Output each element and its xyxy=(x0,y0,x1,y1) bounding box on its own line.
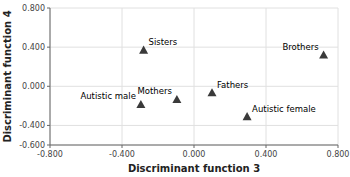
point xyxy=(243,112,252,120)
point xyxy=(136,100,145,108)
point xyxy=(319,50,328,58)
point xyxy=(208,88,217,96)
grid xyxy=(50,8,338,145)
tick-label: -0.400 xyxy=(109,150,135,159)
point-label: Sisters xyxy=(149,37,178,47)
tick-label: 0.000 xyxy=(22,82,45,91)
grid-line xyxy=(50,125,338,126)
point-label: Autistic male xyxy=(80,91,135,101)
y-axis-line xyxy=(50,8,51,145)
tick-label: 0.000 xyxy=(183,150,206,159)
tick-label: 0.400 xyxy=(255,150,278,159)
grid-line xyxy=(194,8,195,145)
grid-line xyxy=(50,145,338,146)
point-label: Fathers xyxy=(217,80,249,90)
grid-line xyxy=(50,8,51,145)
point-labels: Sisters Brothers Autistic maleMothers Fathe… xyxy=(80,37,319,114)
point xyxy=(172,95,181,103)
tick-label: -0.400 xyxy=(19,121,45,130)
tick-label: -0.600 xyxy=(19,141,45,150)
grid-line xyxy=(50,86,338,87)
tick-label: 0.400 xyxy=(22,43,45,52)
grid-line xyxy=(122,8,123,145)
grid-line xyxy=(266,8,267,145)
tick-label: 0.800 xyxy=(327,150,350,159)
grid-line xyxy=(50,8,338,9)
points xyxy=(136,46,328,121)
point xyxy=(139,46,148,54)
x-axis-line xyxy=(50,145,338,146)
y-axis-title: Discriminant function 4 xyxy=(2,10,13,142)
tick-label: 0.800 xyxy=(22,4,45,13)
x-axis-title: Discriminant function 3 xyxy=(128,163,260,174)
point-label: Autistic female xyxy=(252,104,316,114)
point-label: Mothers xyxy=(137,86,172,96)
point-label: Brothers xyxy=(282,42,319,52)
tick-label: -0.800 xyxy=(37,150,63,159)
chart: -0.800 -0.400 0.000 0.400 0.800 -0.600 -0.400 0… xyxy=(0,0,350,177)
grid-line xyxy=(338,8,339,145)
